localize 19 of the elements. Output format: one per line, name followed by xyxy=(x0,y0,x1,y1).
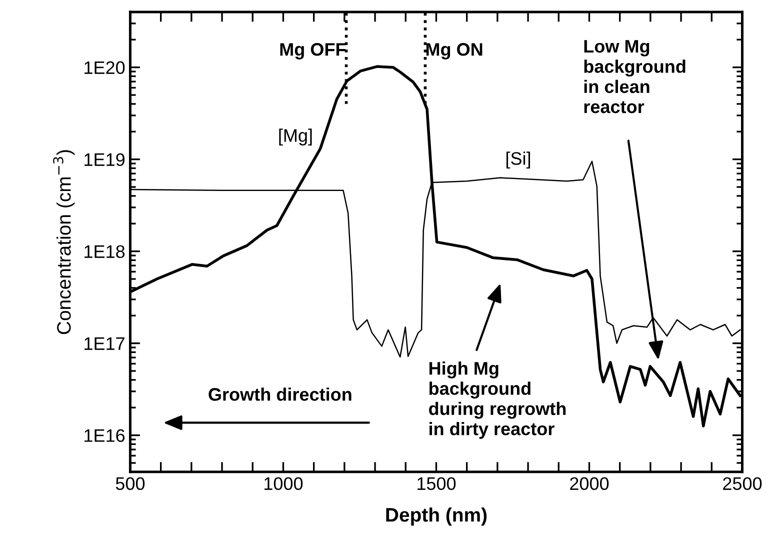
ref-line-label: Mg OFF xyxy=(280,43,346,60)
ref-line-label: Mg ON xyxy=(426,43,482,60)
annotation: [Mg] xyxy=(279,128,312,146)
x-tick-label: 500 xyxy=(116,477,145,490)
x-tick-label: 1000 xyxy=(264,477,303,490)
y-tick-label: 1E19 xyxy=(84,153,125,166)
annotation: High Mg background during regrowth in dirty reactor xyxy=(429,361,566,439)
y-tick-label: 1E17 xyxy=(84,337,124,350)
y-tick-label: 1E16 xyxy=(84,429,125,442)
x-tick-label: 1500 xyxy=(418,477,456,490)
y-tick-label: 1E18 xyxy=(84,245,125,258)
x-axis-title: Depth (nm) xyxy=(386,507,487,526)
annotation: [Si] xyxy=(506,152,530,168)
annotation: Growth direction xyxy=(208,388,352,401)
y-tick-label: 1E20 xyxy=(84,61,125,74)
y-axis-title: Concentration (cm$^{−3}$) xyxy=(53,150,75,334)
x-tick-label: 2000 xyxy=(570,477,609,490)
annotation: Low Mg background in clean reactor xyxy=(584,40,686,114)
x-tick-label: 2500 xyxy=(723,477,762,490)
